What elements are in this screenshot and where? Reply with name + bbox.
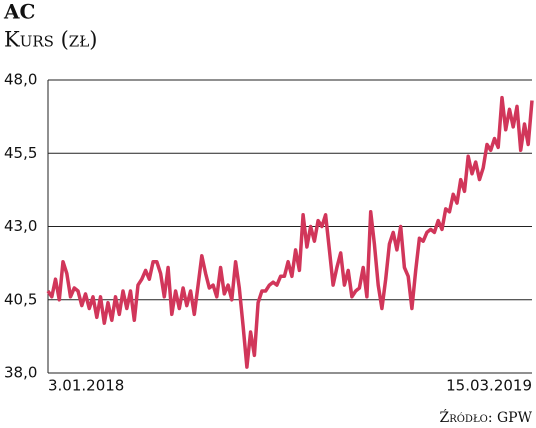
y-tick-label: 48,0 xyxy=(4,71,37,89)
line-series xyxy=(46,95,534,369)
y-tick-label: 45,5 xyxy=(4,144,37,162)
chart-subtitle: Kurs (zł) xyxy=(4,28,97,52)
x-tick-label: 15.03.2019 xyxy=(446,377,532,395)
x-tick-label: 3.01.2018 xyxy=(48,377,124,395)
y-tick-label: 38,0 xyxy=(4,364,37,382)
chart-title: AC xyxy=(3,0,35,24)
y-tick-label: 40,5 xyxy=(4,290,37,308)
y-tick-label: 43,0 xyxy=(4,217,37,235)
source: Źródło: GPW xyxy=(439,408,532,426)
